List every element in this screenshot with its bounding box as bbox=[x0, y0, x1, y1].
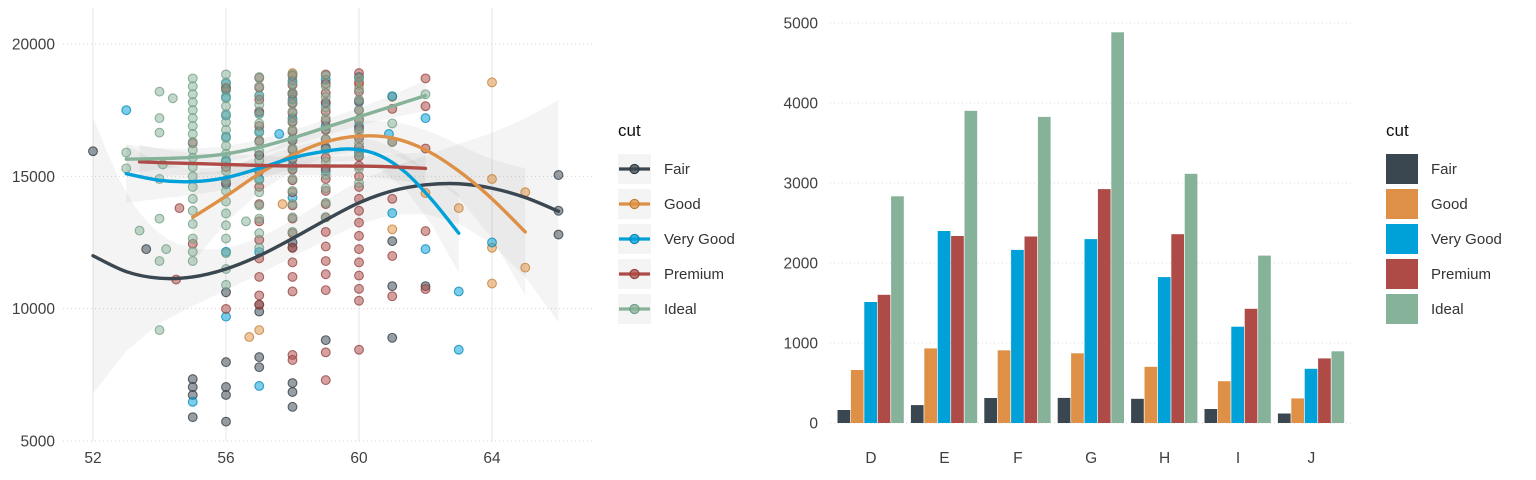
scatter-legend-title: cut bbox=[618, 121, 641, 140]
y-axis-tick-label: 0 bbox=[809, 416, 818, 433]
x-axis-category-label: E bbox=[939, 450, 949, 467]
x-axis-tick-label: 52 bbox=[84, 450, 101, 467]
legend-label: Fair bbox=[664, 160, 690, 178]
y-axis-tick-label: 20000 bbox=[12, 37, 55, 54]
legend-key-good bbox=[618, 189, 651, 219]
bar-legend: cut Fair Good Very Good Premium Ideal bbox=[1386, 121, 1536, 329]
x-axis-category-label: G bbox=[1085, 450, 1097, 467]
x-axis-category-label: D bbox=[865, 450, 876, 467]
legend-key-premium bbox=[618, 259, 651, 289]
y-axis-tick-label: 10000 bbox=[12, 301, 55, 318]
x-axis-tick-label: 60 bbox=[350, 450, 368, 467]
legend-key-fair bbox=[618, 154, 651, 184]
bar-plot: 5000 4000 3000 2000 1000 0 D E F G H I J bbox=[784, 16, 1353, 467]
legend-swatch-very_good bbox=[1386, 224, 1418, 254]
legend-label: Premium bbox=[1431, 265, 1492, 283]
legend-label: Ideal bbox=[1431, 300, 1464, 318]
y-axis-tick-label: 5000 bbox=[21, 434, 56, 451]
legend-swatch-good bbox=[1386, 189, 1418, 219]
y-axis-tick-label: 1000 bbox=[784, 336, 819, 353]
legend-swatch-fair bbox=[1386, 154, 1418, 184]
x-axis-category-label: J bbox=[1308, 450, 1316, 467]
scatter-legend: cut Fair Good Very Good Premium Ideal bbox=[618, 121, 778, 329]
legend-item-fair: Fair bbox=[618, 154, 778, 184]
x-axis-category-label: F bbox=[1013, 450, 1022, 467]
legend-item-premium: Premium bbox=[618, 259, 778, 289]
y-axis-tick-label: 5000 bbox=[784, 16, 819, 33]
legend-label: Good bbox=[1431, 195, 1468, 213]
legend-item-ideal: Ideal bbox=[1386, 294, 1536, 324]
bar-legend-items: Fair Good Very Good Premium Ideal bbox=[1386, 154, 1536, 324]
y-axis-tick-label: 2000 bbox=[784, 256, 819, 273]
legend-item-good: Good bbox=[618, 189, 778, 219]
scatter-legend-items: Fair Good Very Good Premium Ideal bbox=[618, 154, 778, 324]
legend-label: Very Good bbox=[664, 230, 735, 248]
legend-item-very_good: Very Good bbox=[618, 224, 778, 254]
legend-swatch-premium bbox=[1386, 259, 1418, 289]
x-axis-category-label: I bbox=[1236, 450, 1240, 467]
legend-label: Very Good bbox=[1431, 230, 1502, 248]
legend-label: Good bbox=[664, 195, 701, 213]
x-axis-tick-label: 64 bbox=[483, 450, 501, 467]
legend-item-premium: Premium bbox=[1386, 259, 1536, 289]
legend-item-ideal: Ideal bbox=[618, 294, 778, 324]
legend-item-very_good: Very Good bbox=[1386, 224, 1536, 254]
x-axis-tick-label: 56 bbox=[217, 450, 234, 467]
x-axis-category-label: H bbox=[1159, 450, 1170, 467]
legend-item-good: Good bbox=[1386, 189, 1536, 219]
legend-item-fair: Fair bbox=[1386, 154, 1536, 184]
legend-label: Ideal bbox=[664, 300, 697, 318]
y-axis-tick-label: 15000 bbox=[12, 169, 55, 186]
legend-key-very_good bbox=[618, 224, 651, 254]
y-axis-tick-label: 3000 bbox=[784, 176, 819, 193]
bar-legend-title: cut bbox=[1386, 121, 1409, 140]
legend-swatch-ideal bbox=[1386, 294, 1418, 324]
legend-label: Fair bbox=[1431, 160, 1457, 178]
legend-key-ideal bbox=[618, 294, 651, 324]
legend-label: Premium bbox=[664, 265, 725, 283]
scatter-plot: 20000 15000 10000 5000 52 56 60 64 bbox=[12, 8, 594, 467]
y-axis-tick-label: 4000 bbox=[784, 96, 819, 113]
